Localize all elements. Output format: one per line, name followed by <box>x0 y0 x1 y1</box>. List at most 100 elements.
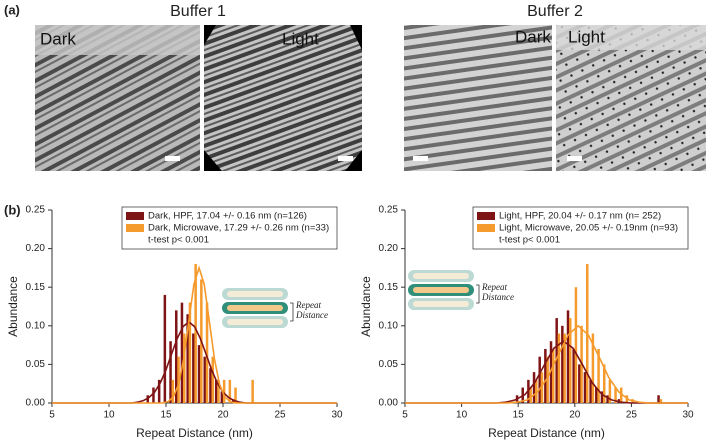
image-label: Dark <box>40 29 76 48</box>
bar <box>251 379 254 403</box>
bar <box>177 356 180 403</box>
y-tick-label: 0.25 <box>379 205 399 216</box>
membrane-core <box>227 319 283 325</box>
bar <box>597 348 600 403</box>
bar <box>163 294 167 403</box>
bar <box>188 302 192 403</box>
bar <box>171 379 175 403</box>
bar <box>222 379 226 403</box>
bar <box>589 379 592 403</box>
bar <box>619 387 623 403</box>
bar <box>203 356 207 403</box>
legend-label: Dark, Microwave, 17.29 +/- 0.26 nm (n=33… <box>148 223 329 234</box>
y-tick-label: 0.15 <box>379 282 399 293</box>
fit-curve <box>405 324 688 404</box>
bar <box>557 333 561 403</box>
image-label: Dark <box>515 27 551 46</box>
legend-swatch <box>477 224 495 232</box>
bracket <box>290 302 294 322</box>
legend-note: t-test p< 0.001 <box>148 235 209 246</box>
membrane-core <box>227 305 283 311</box>
x-axis-label: Repeat Distance (nm) <box>136 426 253 440</box>
bar <box>614 387 617 403</box>
bar <box>529 387 532 403</box>
fit-curve <box>405 340 688 404</box>
bar <box>535 379 538 403</box>
bar <box>182 333 186 403</box>
bar <box>146 395 150 403</box>
bracket <box>476 284 480 304</box>
y-tick-label: 0.25 <box>26 205 46 216</box>
bar <box>538 356 541 403</box>
bar <box>608 379 612 403</box>
legend-label: Dark, HPF, 17.04 +/- 0.16 nm (n=126) <box>148 211 307 222</box>
inset-label: Repeat <box>481 282 507 292</box>
legend-label: Light, Microwave, 20.05 +/- 0.19nm (n=93… <box>499 223 678 234</box>
x-tick-label: 15 <box>160 410 172 421</box>
bar <box>659 399 663 403</box>
bar <box>157 379 161 403</box>
y-tick-label: 0.10 <box>379 320 399 331</box>
bar <box>228 379 232 403</box>
scale-bar <box>165 156 180 161</box>
bar <box>569 318 572 403</box>
bar <box>578 364 581 403</box>
bar <box>175 310 178 403</box>
y-tick-label: 0.20 <box>379 243 399 254</box>
legend-note: t-test p< 0.001 <box>499 235 560 246</box>
scale-bar <box>338 156 353 161</box>
bar <box>214 379 218 403</box>
bar <box>234 387 237 403</box>
bar <box>192 333 195 403</box>
membrane-core <box>413 287 469 293</box>
x-tick-label: 10 <box>103 410 115 421</box>
bar <box>544 348 547 403</box>
x-tick-label: 25 <box>274 410 286 421</box>
bar <box>555 318 558 403</box>
image-label: Light <box>568 27 605 46</box>
bar <box>194 264 197 403</box>
bar <box>602 364 606 403</box>
y-tick-label: 0.05 <box>26 359 46 370</box>
membrane-core <box>413 301 469 307</box>
x-tick-label: 5 <box>402 410 408 421</box>
x-tick-label: 5 <box>49 410 55 421</box>
legend-swatch <box>126 212 144 220</box>
bar <box>561 325 564 403</box>
x-tick-label: 10 <box>456 410 468 421</box>
inset-label: Repeat <box>295 300 321 310</box>
x-tick-label: 15 <box>513 410 525 421</box>
bar <box>220 391 224 403</box>
group-title: Buffer 1 <box>170 3 226 20</box>
panel-label: (a) <box>4 2 20 17</box>
x-tick-label: 25 <box>626 410 638 421</box>
bar <box>574 287 578 403</box>
x-tick-label: 30 <box>331 410 343 421</box>
y-tick-label: 0.15 <box>26 282 46 293</box>
legend-box <box>121 206 338 250</box>
bar <box>566 310 570 403</box>
x-axis-label: Repeat Distance (nm) <box>488 426 605 440</box>
bar <box>552 348 555 403</box>
inset-label: Distance <box>295 310 328 320</box>
y-tick-label: 0.10 <box>26 320 46 331</box>
bar <box>180 302 184 403</box>
y-tick-label: 0.05 <box>379 359 399 370</box>
legend-label: Light, HPF, 20.04 +/- 0.17 nm (n= 252) <box>499 211 661 222</box>
scale-bar <box>413 156 428 161</box>
micrograph-bg <box>35 25 200 55</box>
bar <box>591 333 595 403</box>
group-title: Buffer 2 <box>527 3 583 20</box>
micrograph-bg <box>556 25 706 50</box>
membrane-core <box>227 291 283 297</box>
bar <box>532 372 536 403</box>
bar <box>217 379 220 403</box>
legend-swatch <box>477 212 495 220</box>
y-axis-label: Abundance <box>359 276 373 337</box>
bar <box>572 348 575 403</box>
inset-label: Distance <box>481 292 514 302</box>
bar <box>169 341 172 403</box>
micrograph <box>404 25 552 171</box>
